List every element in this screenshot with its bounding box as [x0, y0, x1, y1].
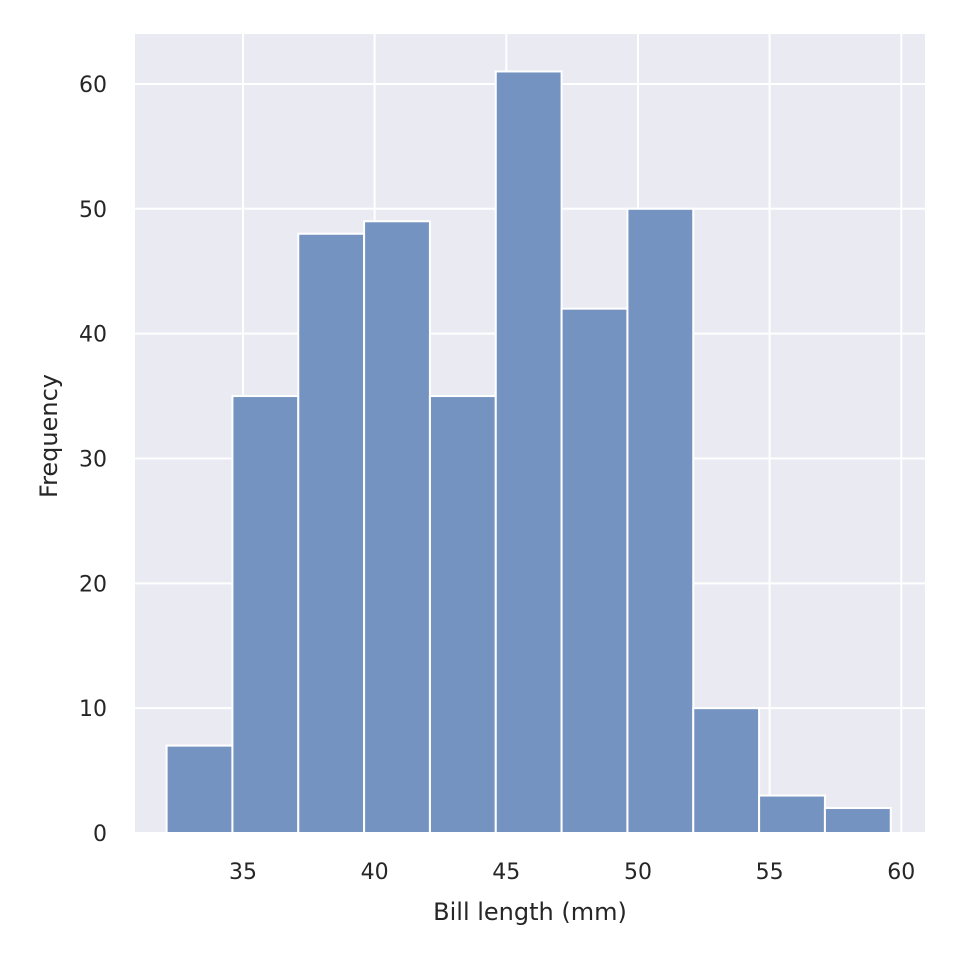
histogram-bar [626, 207, 695, 834]
x-tick-label: 40 [361, 860, 389, 885]
y-tick-labels: 0 10 20 30 40 50 60 [79, 73, 107, 847]
histogram-bar [165, 744, 234, 834]
histogram-bar [494, 70, 563, 834]
histogram-bar [758, 794, 826, 834]
x-tick-label: 60 [887, 860, 915, 885]
histogram-bar [363, 220, 431, 834]
histogram-bar [231, 395, 300, 834]
y-tick-label: 50 [79, 198, 107, 223]
y-tick-label: 20 [79, 572, 107, 597]
y-tick-label: 10 [79, 697, 107, 722]
histogram-bar [692, 707, 761, 834]
x-tick-label: 45 [492, 860, 520, 885]
histogram-bars [165, 70, 892, 834]
histogram-bar [823, 807, 892, 834]
y-tick-label: 60 [79, 73, 107, 98]
x-axis-label: Bill length (mm) [433, 898, 627, 926]
y-tick-label: 40 [79, 323, 107, 348]
x-tick-label: 50 [624, 860, 652, 885]
x-tick-label: 35 [229, 860, 257, 885]
histogram-bar [297, 232, 366, 834]
y-tick-label: 30 [79, 447, 107, 472]
x-tick-labels: 35 40 45 50 55 60 [229, 860, 915, 885]
histogram-bar [428, 395, 497, 834]
y-tick-label: 0 [93, 822, 107, 847]
x-tick-label: 55 [756, 860, 784, 885]
y-axis-label: Frequency [35, 374, 63, 498]
histogram-bar [560, 307, 629, 834]
